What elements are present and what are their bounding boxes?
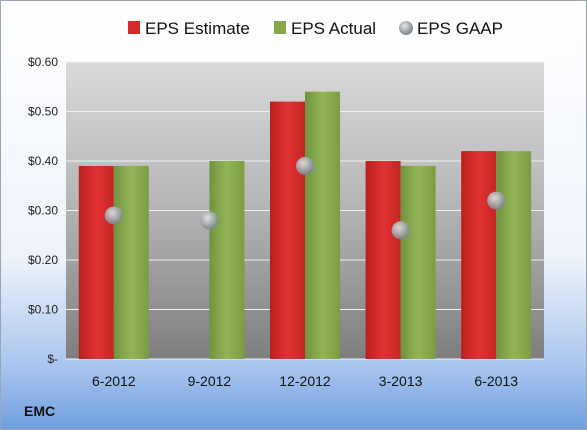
gaap-point-6-2013 — [487, 191, 506, 210]
estimate-bar-12-2012 — [270, 101, 305, 359]
actual-bar-3-2013 — [400, 165, 436, 359]
gaap-point-6-2012 — [104, 206, 123, 225]
actual-bar-12-2012 — [305, 91, 340, 359]
y-tick-label: $0.30 — [28, 204, 58, 218]
gaap-point-9-2012 — [200, 211, 219, 230]
x-axis-categories: 6-2012 9-2012 12-2012 3-2013 6-2013 — [92, 373, 518, 389]
legend-swatch-2 — [399, 21, 413, 35]
legend-label: EPS Actual — [291, 19, 376, 38]
y-tick-label: $0.10 — [28, 303, 58, 317]
legend-swatch-1 — [274, 21, 286, 34]
y-tick-label: $0.60 — [28, 55, 58, 69]
actual-bar-6-2012 — [113, 165, 149, 359]
estimate-bar-3-2013 — [365, 161, 401, 359]
bars — [78, 91, 532, 359]
y-axis-ticks: $- $0.10 $0.20 $0.30 $0.40 $0.50 $0.60 — [28, 55, 58, 366]
actual-bar-6-2013 — [496, 151, 532, 359]
company-label: EMC — [24, 403, 55, 419]
category-label: 12-2012 — [279, 373, 331, 389]
gaap-point-12-2012 — [296, 156, 314, 175]
legend-label: EPS GAAP — [417, 19, 503, 38]
category-label: 6-2012 — [92, 373, 136, 389]
category-label: 3-2013 — [379, 373, 423, 389]
y-tick-label: $- — [47, 352, 58, 366]
estimate-bar-6-2012 — [78, 165, 114, 359]
y-tick-label: $0.40 — [28, 154, 58, 168]
estimate-bar-6-2013 — [461, 151, 497, 359]
legend-swatch-0 — [128, 21, 140, 34]
gaap-points — [104, 156, 506, 240]
category-label: 9-2012 — [188, 373, 232, 389]
legend-label: EPS Estimate — [145, 19, 250, 38]
category-label: 6-2013 — [474, 373, 518, 389]
y-tick-label: $0.20 — [28, 253, 58, 267]
gaap-point-3-2013 — [391, 221, 410, 240]
actual-bar-9-2012 — [209, 161, 245, 359]
y-tick-label: $0.50 — [28, 105, 58, 119]
legend: EPS Estimate EPS Actual EPS GAAP — [128, 19, 503, 38]
